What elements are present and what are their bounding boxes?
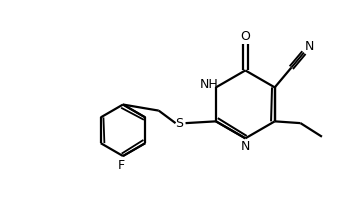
Text: O: O [240,30,250,43]
Text: N: N [304,40,314,53]
Text: S: S [175,117,183,130]
Text: NH: NH [200,78,219,91]
Text: N: N [241,140,250,153]
Text: F: F [118,159,125,172]
